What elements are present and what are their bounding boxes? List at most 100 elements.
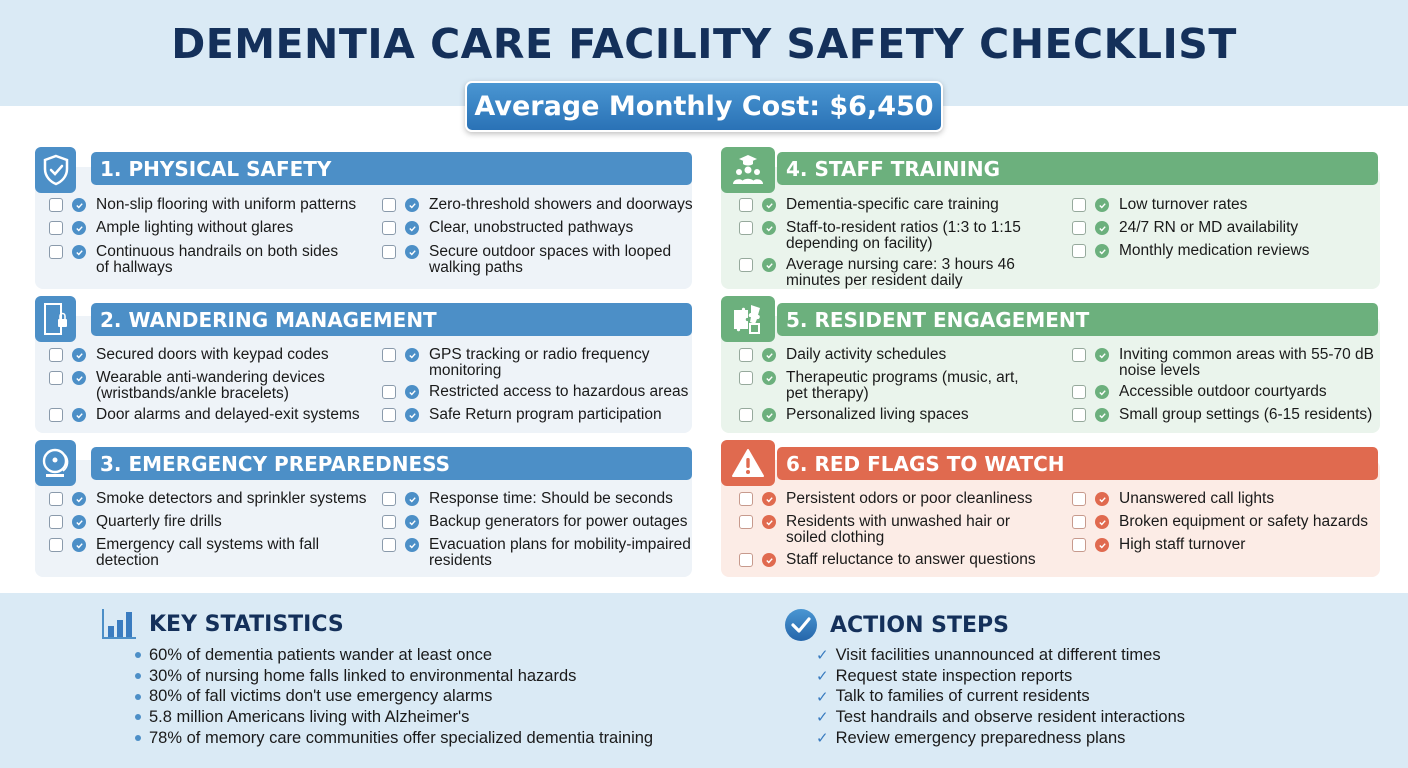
checklist-item[interactable]: Wearable anti-wandering devices (wristba… — [49, 370, 336, 402]
check-circle-icon — [1095, 348, 1109, 362]
item-label: Inviting common areas with 55-70 dB nois… — [1119, 346, 1375, 379]
item-label: Daily activity schedules — [786, 346, 947, 363]
section-emergency-preparedness: 3. EMERGENCY PREPAREDNESS Smoke detector… — [35, 440, 692, 578]
check-circle-icon — [72, 348, 86, 362]
checklist-item[interactable]: Staff-to-resident ratios (1:3 to 1:15 de… — [739, 220, 1031, 252]
checkbox[interactable] — [1072, 348, 1086, 362]
checklist-item[interactable]: Emergency call systems with fall detecti… — [49, 537, 336, 569]
bullet-icon — [135, 693, 141, 700]
checklist-item[interactable]: 24/7 RN or MD availability — [1072, 220, 1399, 236]
action-steps-list: ✓ Visit facilities unannounced at differe… — [816, 645, 1185, 748]
checkbox[interactable] — [739, 553, 753, 567]
checklist-item[interactable]: Continuous handrails on both sides of ha… — [49, 244, 346, 276]
checkbox[interactable] — [49, 245, 63, 259]
checkbox[interactable] — [382, 385, 396, 399]
checkbox[interactable] — [1072, 221, 1086, 235]
checklist-item[interactable]: Average nursing care: 3 hours 46 minutes… — [739, 257, 1021, 289]
checkbox[interactable] — [739, 515, 753, 529]
checklist-item[interactable]: Smoke detectors and sprinkler systems — [49, 491, 376, 507]
checklist-item[interactable]: Safe Return program participation — [382, 407, 709, 423]
checklist-item[interactable]: Therapeutic programs (music, art, pet th… — [739, 370, 1026, 402]
item-label: Accessible outdoor courtyards — [1119, 383, 1327, 400]
check-circle-icon — [762, 258, 776, 272]
key-statistics-list: 60% of dementia patients wander at least… — [135, 645, 653, 748]
checkbox[interactable] — [382, 348, 396, 362]
checkbox[interactable] — [1072, 244, 1086, 258]
check-circle-icon — [1095, 492, 1109, 506]
check-circle-icon — [1095, 515, 1109, 529]
section-title: 2. WANDERING MANAGEMENT — [91, 303, 692, 336]
checklist-item[interactable]: Daily activity schedules — [739, 347, 1066, 363]
checkbox[interactable] — [739, 492, 753, 506]
checkbox[interactable] — [739, 408, 753, 422]
checkbox[interactable] — [1072, 492, 1086, 506]
checkbox[interactable] — [382, 245, 396, 259]
item-label: Evacuation plans for mobility-impaired r… — [429, 536, 691, 569]
checklist-item[interactable]: Dementia-specific care training — [739, 197, 1066, 213]
checklist-item[interactable]: Restricted access to hazardous areas — [382, 384, 709, 400]
checklist-item[interactable]: Clear, unobstructed pathways — [382, 220, 709, 236]
checkbox[interactable] — [1072, 538, 1086, 552]
checklist-item[interactable]: Monthly medication reviews — [1072, 243, 1399, 259]
checklist-item[interactable]: Door alarms and delayed-exit systems — [49, 407, 376, 423]
checklist-item[interactable]: Residents with unwashed hair or soiled c… — [739, 514, 1016, 546]
checkbox[interactable] — [382, 515, 396, 529]
checklist-item[interactable]: Accessible outdoor courtyards — [1072, 384, 1399, 400]
checkbox[interactable] — [49, 492, 63, 506]
checklist-item[interactable]: Zero-threshold showers and doorways — [382, 197, 709, 213]
checkbox[interactable] — [739, 198, 753, 212]
checkbox[interactable] — [49, 408, 63, 422]
check-circle-icon — [1095, 408, 1109, 422]
checklist-item[interactable]: Secure outdoor spaces with looped walkin… — [382, 244, 689, 276]
checkbox[interactable] — [1072, 515, 1086, 529]
action-step-text: Request state inspection reports — [835, 666, 1073, 685]
checkbox[interactable] — [382, 198, 396, 212]
checklist-item[interactable]: Inviting common areas with 55-70 dB nois… — [1072, 347, 1379, 379]
checkbox[interactable] — [1072, 385, 1086, 399]
checkbox[interactable] — [382, 492, 396, 506]
checkbox[interactable] — [49, 371, 63, 385]
checklist-item[interactable]: Unanswered call lights — [1072, 491, 1399, 507]
checklist-item[interactable]: Response time: Should be seconds — [382, 491, 709, 507]
checkbox[interactable] — [49, 198, 63, 212]
check-circle-icon — [762, 553, 776, 567]
checkbox[interactable] — [1072, 408, 1086, 422]
checkbox[interactable] — [739, 371, 753, 385]
checkbox[interactable] — [739, 348, 753, 362]
checkbox[interactable] — [49, 348, 63, 362]
checklist-item[interactable]: Non-slip flooring with uniform patterns — [49, 197, 376, 213]
checkbox[interactable] — [739, 221, 753, 235]
item-label: Door alarms and delayed-exit systems — [96, 406, 360, 423]
checkbox[interactable] — [739, 258, 753, 272]
section-card — [35, 167, 692, 289]
key-statistics-heading: KEY STATISTICS — [101, 608, 344, 640]
checklist-item[interactable]: Personalized living spaces — [739, 407, 1066, 423]
checklist-item[interactable]: GPS tracking or radio frequency monitori… — [382, 347, 659, 379]
item-label: Emergency call systems with fall detecti… — [96, 536, 320, 569]
check-circle-icon — [784, 608, 818, 642]
item-label: Response time: Should be seconds — [429, 490, 673, 507]
checkbox[interactable] — [382, 408, 396, 422]
checkbox[interactable] — [382, 538, 396, 552]
action-step-item: ✓ Review emergency preparedness plans — [816, 728, 1185, 749]
checklist-item[interactable]: Staff reluctance to answer questions — [739, 552, 1066, 568]
checklist-item[interactable]: Small group settings (6-15 residents) — [1072, 407, 1399, 423]
checklist-item[interactable]: Quarterly fire drills — [49, 514, 376, 530]
check-circle-icon — [1095, 198, 1109, 212]
checklist-item[interactable]: Persistent odors or poor cleanliness — [739, 491, 1066, 507]
checklist-item[interactable]: Evacuation plans for mobility-impaired r… — [382, 537, 699, 569]
check-circle-icon — [72, 515, 86, 529]
section-title: 6. RED FLAGS TO WATCH — [777, 447, 1378, 480]
checkbox[interactable] — [49, 515, 63, 529]
item-label: Staff-to-resident ratios (1:3 to 1:15 de… — [786, 219, 1021, 252]
checkbox[interactable] — [49, 221, 63, 235]
checklist-item[interactable]: Backup generators for power outages — [382, 514, 709, 530]
checkbox[interactable] — [49, 538, 63, 552]
checklist-item[interactable]: Secured doors with keypad codes — [49, 347, 376, 363]
checklist-item[interactable]: High staff turnover — [1072, 537, 1399, 553]
checklist-item[interactable]: Ample lighting without glares — [49, 220, 376, 236]
checkbox[interactable] — [382, 221, 396, 235]
checkbox[interactable] — [1072, 198, 1086, 212]
checklist-item[interactable]: Broken equipment or safety hazards — [1072, 514, 1399, 530]
checklist-item[interactable]: Low turnover rates — [1072, 197, 1399, 213]
